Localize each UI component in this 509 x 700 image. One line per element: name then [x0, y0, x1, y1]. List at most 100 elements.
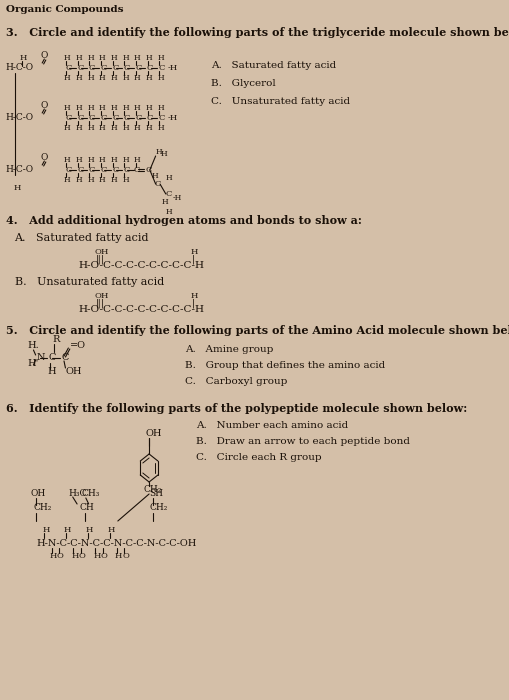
Text: H: H	[133, 156, 139, 164]
Text: H₃C: H₃C	[68, 489, 87, 498]
Text: B.   Group that defines the amino acid: B. Group that defines the amino acid	[185, 361, 385, 370]
Text: H: H	[157, 104, 163, 112]
Text: H: H	[20, 54, 27, 62]
Text: H-O-C-C-C-C-C-C-C-C-H: H-O-C-C-C-C-C-C-C-C-H	[78, 305, 204, 314]
Text: H: H	[71, 552, 78, 560]
Text: C: C	[135, 114, 142, 122]
Text: H: H	[75, 156, 82, 164]
Text: A.   Amine group: A. Amine group	[185, 346, 273, 354]
Text: H: H	[110, 74, 117, 82]
Text: O: O	[122, 552, 129, 560]
Text: H: H	[155, 148, 162, 156]
Text: H: H	[107, 526, 115, 534]
Text: =O: =O	[70, 342, 86, 351]
Text: C: C	[155, 180, 161, 188]
Text: C: C	[123, 64, 130, 72]
Text: H: H	[99, 104, 105, 112]
Text: H: H	[115, 552, 122, 560]
Text: H: H	[13, 184, 20, 192]
Text: H: H	[160, 150, 167, 158]
Text: -H: -H	[167, 64, 177, 72]
Text: OH: OH	[31, 489, 46, 498]
Text: B.   Draw an arrow to each peptide bond: B. Draw an arrow to each peptide bond	[196, 438, 410, 447]
Text: 3.   Circle and identify the following parts of the triglyceride molecule shown : 3. Circle and identify the following par…	[6, 27, 509, 38]
Text: O: O	[100, 552, 107, 560]
Text: H: H	[75, 176, 82, 184]
Text: H: H	[99, 156, 105, 164]
Text: H: H	[49, 552, 56, 560]
Text: C: C	[77, 64, 83, 72]
Text: C: C	[48, 354, 55, 363]
Text: C: C	[65, 114, 72, 122]
Text: O: O	[40, 153, 47, 162]
Text: H: H	[110, 156, 117, 164]
Text: H: H	[145, 124, 152, 132]
Text: H-O-C-C-C-C-C-C-C-C-H: H-O-C-C-C-C-C-C-C-C-H	[78, 262, 204, 270]
Text: H: H	[110, 124, 117, 132]
Text: H': H'	[27, 360, 39, 368]
Text: C: C	[100, 64, 106, 72]
Text: H-C-O: H-C-O	[6, 165, 34, 174]
Text: H: H	[110, 54, 117, 62]
Text: H: H	[64, 74, 70, 82]
Text: H-N-C-C-N-C-C-N-C-C-N-C-C-OH: H-N-C-C-N-C-C-N-C-C-N-C-C-OH	[36, 538, 196, 547]
Text: H: H	[87, 74, 94, 82]
Text: H: H	[190, 292, 197, 300]
Text: H: H	[133, 124, 140, 132]
Text: ‖: ‖	[95, 298, 100, 308]
Text: H: H	[110, 104, 117, 112]
Text: C: C	[77, 114, 83, 122]
Text: B.   Unsaturated fatty acid: B. Unsaturated fatty acid	[15, 277, 163, 287]
Text: H: H	[93, 552, 100, 560]
Text: H: H	[161, 198, 168, 206]
Text: H: H	[157, 124, 163, 132]
Text: C: C	[123, 166, 130, 174]
Text: Organic Compounds: Organic Compounds	[6, 6, 123, 15]
Text: C: C	[89, 64, 95, 72]
Text: C: C	[165, 190, 172, 198]
Text: H-C-O: H-C-O	[6, 64, 34, 73]
Text: C: C	[135, 64, 142, 72]
Text: H: H	[151, 172, 158, 180]
Text: 6.   Identify the following parts of the polypeptide molecule shown below:: 6. Identify the following parts of the p…	[6, 402, 466, 414]
Text: H: H	[165, 208, 172, 216]
Text: H-C-O: H-C-O	[6, 113, 34, 122]
Text: C: C	[65, 166, 72, 174]
Text: C: C	[133, 166, 140, 174]
Text: H: H	[133, 54, 140, 62]
Text: C: C	[147, 114, 153, 122]
Text: |: |	[191, 298, 194, 308]
Text: O: O	[56, 552, 64, 560]
Text: H: H	[64, 54, 70, 62]
Text: H: H	[75, 54, 82, 62]
Text: O: O	[94, 248, 101, 256]
Text: H: H	[122, 104, 129, 112]
Text: H: H	[87, 104, 94, 112]
Text: H: H	[64, 124, 70, 132]
Text: C: C	[147, 64, 153, 72]
Text: H: H	[42, 526, 49, 534]
Text: H: H	[75, 104, 82, 112]
Text: C.   Unsaturated fatty acid: C. Unsaturated fatty acid	[211, 97, 349, 106]
Text: -H: -H	[167, 114, 177, 122]
Text: H: H	[64, 156, 70, 164]
Text: O: O	[78, 552, 85, 560]
Text: H: H	[64, 526, 71, 534]
Text: H: H	[133, 74, 140, 82]
Text: C: C	[112, 64, 118, 72]
Text: H: H	[133, 104, 140, 112]
Text: CH₃: CH₃	[81, 489, 100, 498]
Text: H: H	[87, 156, 94, 164]
Text: C: C	[112, 114, 118, 122]
Text: C: C	[77, 166, 83, 174]
Text: H: H	[99, 124, 105, 132]
Text: B.   Glycerol: B. Glycerol	[211, 78, 275, 88]
Text: C: C	[89, 114, 95, 122]
Text: H: H	[122, 124, 129, 132]
Text: A.   Number each amino acid: A. Number each amino acid	[196, 421, 348, 430]
Text: ‖: ‖	[95, 254, 100, 264]
Text: H: H	[75, 124, 82, 132]
Text: H.: H.	[27, 342, 39, 351]
Text: CH₂: CH₂	[34, 503, 52, 512]
Text: OH: OH	[65, 368, 82, 377]
